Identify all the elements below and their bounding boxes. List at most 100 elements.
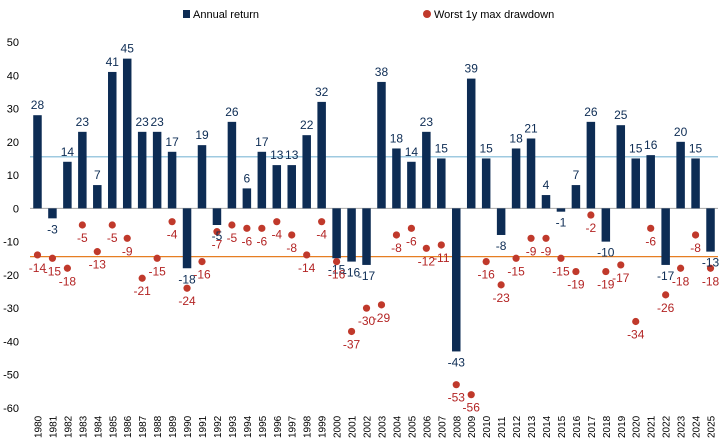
y-tick-label: -50 xyxy=(3,370,19,382)
drawdown-value-label: -8 xyxy=(391,241,402,255)
bar-value-label: -16 xyxy=(343,266,361,280)
x-tick-label: 2017 xyxy=(587,415,598,438)
x-tick-label: 1996 xyxy=(273,415,284,438)
bar-annual-return xyxy=(287,165,296,209)
y-tick-label: 0 xyxy=(13,203,19,215)
x-tick-label: 2005 xyxy=(407,415,418,438)
drawdown-point xyxy=(632,317,640,326)
drawdown-point xyxy=(258,224,266,232)
drawdown-value-label: -8 xyxy=(286,241,297,255)
drawdown-value-label: -9 xyxy=(122,244,133,258)
drawdown-value-label: -19 xyxy=(597,278,615,292)
drawdown-point xyxy=(706,264,715,272)
drawdown-value-label: -21 xyxy=(134,284,152,298)
bar-value-label: -18 xyxy=(178,272,196,286)
drawdown-point xyxy=(422,244,430,252)
bar-value-label: 23 xyxy=(76,115,90,129)
x-tick-label: 2020 xyxy=(632,415,643,438)
drawdown-value-label: -29 xyxy=(373,311,391,325)
x-tick-label: 2018 xyxy=(602,415,613,438)
bar-value-label: -13 xyxy=(702,256,720,270)
bar-annual-return xyxy=(33,115,42,209)
bar-annual-return xyxy=(212,208,222,225)
drawdown-value-label: -18 xyxy=(672,274,690,288)
y-tick-label: 10 xyxy=(7,170,19,182)
drawdown-point xyxy=(168,218,176,226)
bar-annual-return xyxy=(601,208,611,242)
x-tick-label: 2023 xyxy=(677,415,688,438)
drawdown-value-label: -15 xyxy=(552,264,570,278)
bar-annual-return xyxy=(586,121,596,209)
drawdown-point xyxy=(273,218,281,226)
x-tick-label: 2012 xyxy=(512,415,523,438)
drawdown-value-label: -5 xyxy=(107,231,118,245)
drawdown-value-label: -15 xyxy=(148,264,166,278)
drawdown-point xyxy=(123,234,131,242)
drawdown-value-label: -15 xyxy=(507,264,525,278)
drawdown-point xyxy=(467,391,475,399)
drawdown-point xyxy=(288,231,296,239)
x-tick-label: 1992 xyxy=(213,415,224,438)
bar-value-label: -10 xyxy=(597,246,615,260)
drawdown-value-label: -9 xyxy=(526,244,537,258)
bar-annual-return xyxy=(182,208,192,269)
x-tick-label: 2009 xyxy=(467,415,478,438)
drawdown-value-label: -6 xyxy=(645,234,656,248)
bar-annual-return xyxy=(437,158,446,209)
x-tick-label: 2002 xyxy=(363,415,374,438)
bar-annual-return xyxy=(661,208,670,265)
bar-value-label: 4 xyxy=(543,178,550,192)
bar-annual-return xyxy=(392,148,401,209)
drawdown-value-label: -18 xyxy=(702,274,720,288)
legend-label-annual-return: Annual return xyxy=(193,9,259,21)
drawdown-value-label: -6 xyxy=(256,234,267,248)
drawdown-value-label: -56 xyxy=(463,401,481,415)
y-tick-label: -40 xyxy=(3,336,19,348)
x-tick-label: 2001 xyxy=(348,415,359,438)
bar-value-label: -15 xyxy=(328,262,346,276)
bar-value-label: 25 xyxy=(614,108,628,122)
reference-lines xyxy=(30,156,718,258)
x-tick-label: 1995 xyxy=(258,415,269,438)
drawdown-point xyxy=(557,254,565,262)
drawdown-value-label: -13 xyxy=(89,258,107,272)
bar-annual-return xyxy=(377,81,386,209)
drawdown-point xyxy=(213,228,221,236)
drawdown-point xyxy=(392,231,401,239)
bar-annual-return xyxy=(48,208,57,219)
bar-value-label: 23 xyxy=(420,115,434,129)
drawdown-point xyxy=(437,241,445,249)
drawdown-point xyxy=(677,264,685,272)
drawdown-point xyxy=(198,258,206,266)
y-tick-label: -10 xyxy=(3,237,19,249)
bar-annual-return xyxy=(122,58,132,209)
x-tick-label: 1993 xyxy=(228,415,239,438)
drawdown-value-label: -37 xyxy=(343,337,361,351)
bar-value-label: 15 xyxy=(435,141,449,155)
drawdown-value-label: -9 xyxy=(541,244,552,258)
drawdown-value-label: -14 xyxy=(29,261,47,275)
bar-value-label: 6 xyxy=(244,171,251,185)
bar-value-label: 22 xyxy=(300,118,314,132)
drawdown-value-label: -12 xyxy=(418,254,436,268)
drawdown-point xyxy=(377,301,386,309)
drawdown-value-label: -16 xyxy=(193,268,211,282)
bar-annual-return xyxy=(317,101,326,209)
drawdown-point xyxy=(347,327,356,336)
x-tick-label: 2013 xyxy=(527,415,538,438)
drawdown-value-label: -19 xyxy=(567,278,585,292)
bar-value-label: 19 xyxy=(195,128,209,142)
bar-value-label: 15 xyxy=(629,141,643,155)
drawdown-point xyxy=(303,251,311,259)
legend-label-drawdown: Worst 1y max drawdown xyxy=(434,9,554,21)
drawdown-point xyxy=(93,248,101,256)
bar-annual-return xyxy=(152,131,162,209)
x-tick-label: 1985 xyxy=(108,415,119,438)
drawdown-value-label: -53 xyxy=(448,391,466,405)
bar-annual-return xyxy=(691,158,700,209)
bar-annual-return xyxy=(93,185,102,209)
bar-value-label: 26 xyxy=(225,105,239,119)
y-tick-label: -20 xyxy=(3,270,19,282)
bar-annual-return xyxy=(242,188,252,209)
drawdown-point xyxy=(333,258,341,266)
